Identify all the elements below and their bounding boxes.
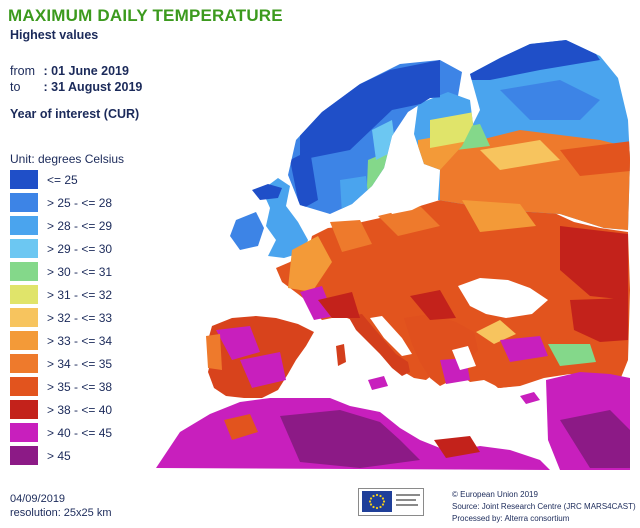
legend-label: > 40 - <= 45 xyxy=(47,426,113,440)
north-africa-detail-patches xyxy=(224,410,630,468)
legend-item: > 25 - <= 28 xyxy=(10,191,170,214)
year-of-interest: Year of interest (CUR) xyxy=(10,107,140,121)
footer-copyright: © European Union 2019 xyxy=(452,490,538,499)
legend-label: > 38 - <= 40 xyxy=(47,403,113,417)
legend-label: > 31 - <= 32 xyxy=(47,288,113,302)
legend-label: > 32 - <= 33 xyxy=(47,311,113,325)
map-subtitle: Highest values xyxy=(10,28,99,42)
footer-resolution: resolution: 25x25 km xyxy=(10,507,112,519)
sardinia-landmass xyxy=(336,344,346,366)
continent-detail-patches xyxy=(206,200,628,388)
legend-label: > 33 - <= 34 xyxy=(47,334,113,348)
baltic-sea xyxy=(380,140,432,214)
legend-swatch xyxy=(10,331,38,350)
legend-swatch xyxy=(10,308,38,327)
black-sea xyxy=(458,278,548,318)
legend-item: <= 25 xyxy=(10,168,170,191)
legend-swatch xyxy=(10,193,38,212)
legend-unit: Unit: degrees Celsius xyxy=(10,152,125,166)
ireland-landmass xyxy=(230,212,264,250)
period-from: from : 01 June 2019 xyxy=(10,64,129,78)
legend-item: > 45 xyxy=(10,444,170,467)
legend-swatch xyxy=(10,423,38,442)
legend-label: > 28 - <= 29 xyxy=(47,219,113,233)
legend: <= 25 > 25 - <= 28 > 28 - <= 29 > 29 - <= 3… xyxy=(10,168,170,467)
legend-item: > 29 - <= 30 xyxy=(10,237,170,260)
legend-label: > 25 - <= 28 xyxy=(47,196,113,210)
legend-swatch xyxy=(10,285,38,304)
legend-item: > 30 - <= 31 xyxy=(10,260,170,283)
aegean-sea xyxy=(452,346,476,370)
legend-label: > 34 - <= 35 xyxy=(47,357,113,371)
legend-label: <= 25 xyxy=(47,173,78,187)
adriatic-sea xyxy=(370,316,412,356)
period-to: to : 31 August 2019 xyxy=(10,80,142,94)
footer-source: Source: Joint Research Centre (JRC MARS4… xyxy=(452,502,636,511)
legend-swatch xyxy=(10,377,38,396)
map-title: MAXIMUM DAILY TEMPERATURE xyxy=(8,6,283,25)
italy-landmass xyxy=(348,314,410,376)
eu-flag-logo xyxy=(358,488,424,516)
legend-item: > 34 - <= 35 xyxy=(10,352,170,375)
sicily-landmass xyxy=(368,376,388,390)
legend-swatch xyxy=(10,262,38,281)
footer-date: 04/09/2019 xyxy=(10,493,66,505)
legend-item: > 35 - <= 38 xyxy=(10,375,170,398)
legend-swatch xyxy=(10,216,38,235)
legend-label: > 35 - <= 38 xyxy=(47,380,113,394)
legend-label: > 29 - <= 30 xyxy=(47,242,113,256)
period-from-label: from xyxy=(10,64,35,78)
legend-item: > 38 - <= 40 xyxy=(10,398,170,421)
legend-swatch xyxy=(10,170,38,189)
legend-item: > 32 - <= 33 xyxy=(10,306,170,329)
cyprus-landmass xyxy=(520,392,540,404)
legend-item: > 31 - <= 32 xyxy=(10,283,170,306)
period-to-value: : 31 August 2019 xyxy=(43,80,143,94)
legend-swatch xyxy=(10,400,38,419)
period-from-value: : 01 June 2019 xyxy=(43,64,129,78)
legend-swatch xyxy=(10,354,38,373)
legend-label: > 45 xyxy=(47,449,71,463)
iceland-landmass xyxy=(252,184,282,200)
legend-label: > 30 - <= 31 xyxy=(47,265,113,279)
legend-item: > 33 - <= 34 xyxy=(10,329,170,352)
legend-item: > 28 - <= 29 xyxy=(10,214,170,237)
legend-swatch xyxy=(10,239,38,258)
period-to-label: to xyxy=(10,80,21,94)
legend-item: > 40 - <= 45 xyxy=(10,421,170,444)
legend-swatch xyxy=(10,446,38,465)
footer-processed: Processed by: Alterra consortium xyxy=(452,514,570,523)
